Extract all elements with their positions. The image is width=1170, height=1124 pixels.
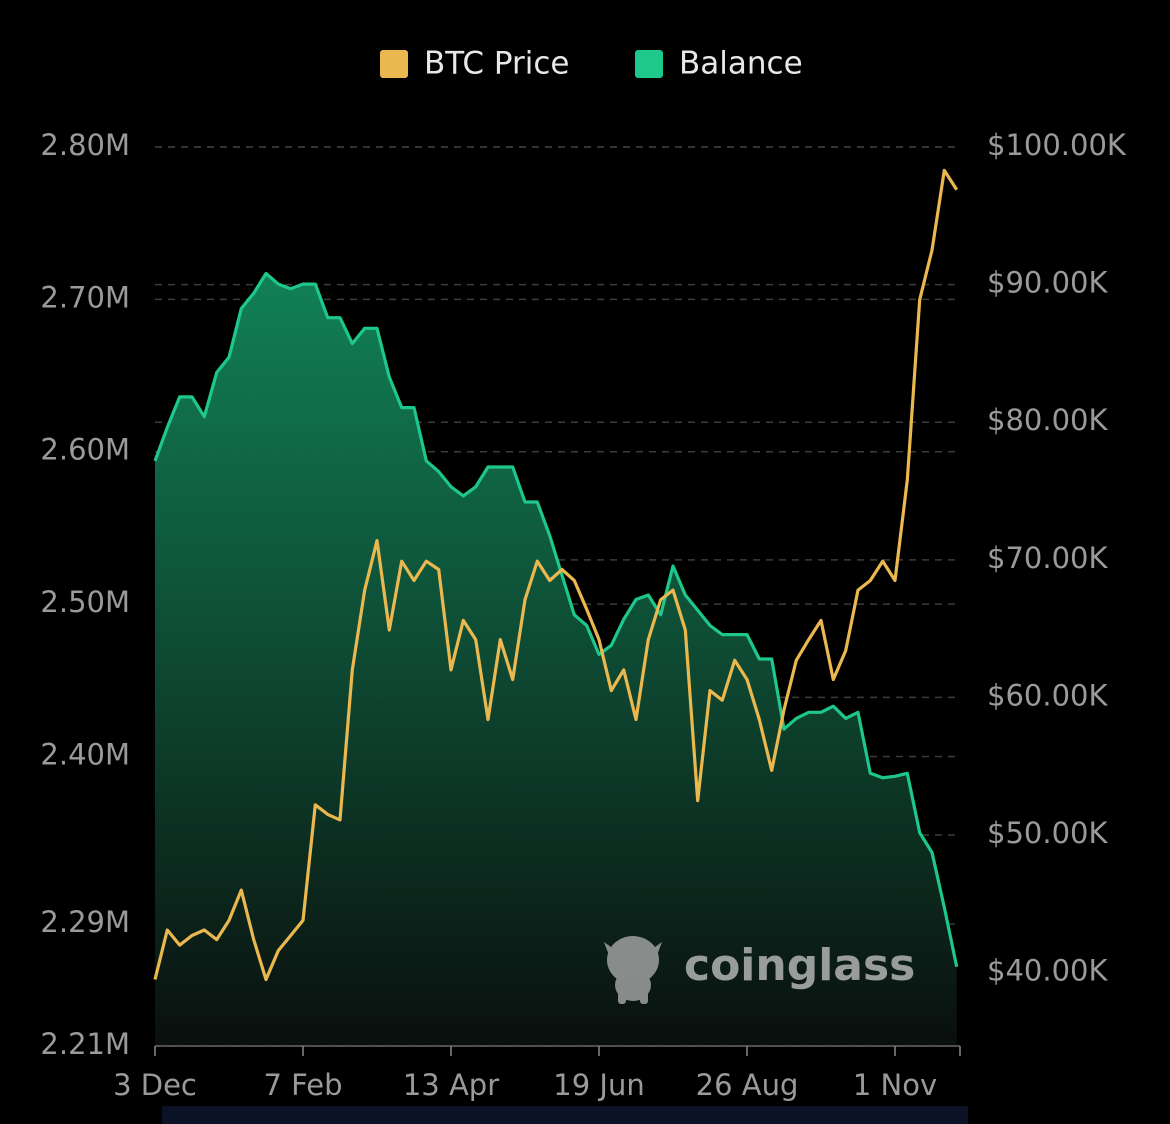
x-tick-label: 19 Jun bbox=[553, 1068, 644, 1102]
x-tick-label: 3 Dec bbox=[113, 1068, 197, 1102]
watermark-logo bbox=[604, 936, 662, 1004]
line bbox=[153, 168, 959, 982]
line bbox=[153, 271, 959, 968]
legend-label: Balance bbox=[679, 46, 803, 82]
axes: 2.80M 2.70M 2.60M 2.50M 2.40M 2.29M 2.21M $100.… bbox=[40, 128, 1127, 1102]
y2-tick-label: $60.00K bbox=[987, 678, 1108, 712]
y-tick-label: 2.50M bbox=[40, 585, 130, 619]
y2-tick-label: $100.00K bbox=[987, 128, 1127, 162]
legend-swatch bbox=[380, 50, 408, 78]
y-tick-label: 2.60M bbox=[40, 433, 130, 467]
y-tick-label: 2.80M bbox=[40, 128, 130, 162]
y2-tick-label: $40.00K bbox=[987, 954, 1108, 988]
y2-tick-label: $90.00K bbox=[987, 266, 1108, 300]
x-tick-label: 1 Nov bbox=[853, 1068, 937, 1102]
legend-label: BTC Price bbox=[424, 46, 570, 82]
scrollbar bbox=[162, 1106, 968, 1124]
y2-tick-label: $50.00K bbox=[987, 816, 1108, 850]
area bbox=[155, 273, 957, 1046]
x-tick-label: 7 Feb bbox=[263, 1068, 342, 1102]
x-tick-label: 13 Apr bbox=[403, 1068, 499, 1102]
watermark: coinglass bbox=[604, 936, 915, 1004]
y2-tick-label: $70.00K bbox=[987, 541, 1108, 575]
legend: BTC Price Balance bbox=[380, 46, 803, 82]
legend-swatch bbox=[635, 50, 663, 78]
y-tick-label: 2.29M bbox=[40, 905, 130, 939]
plot-area bbox=[153, 168, 959, 1046]
y-tick-label: 2.70M bbox=[40, 280, 130, 314]
watermark-text: coinglass bbox=[684, 940, 915, 991]
y-tick-label: 2.40M bbox=[40, 737, 130, 771]
x-tick-label: 26 Aug bbox=[696, 1068, 799, 1102]
y2-tick-label: $80.00K bbox=[987, 403, 1108, 437]
y-tick-label: 2.21M bbox=[40, 1027, 130, 1061]
